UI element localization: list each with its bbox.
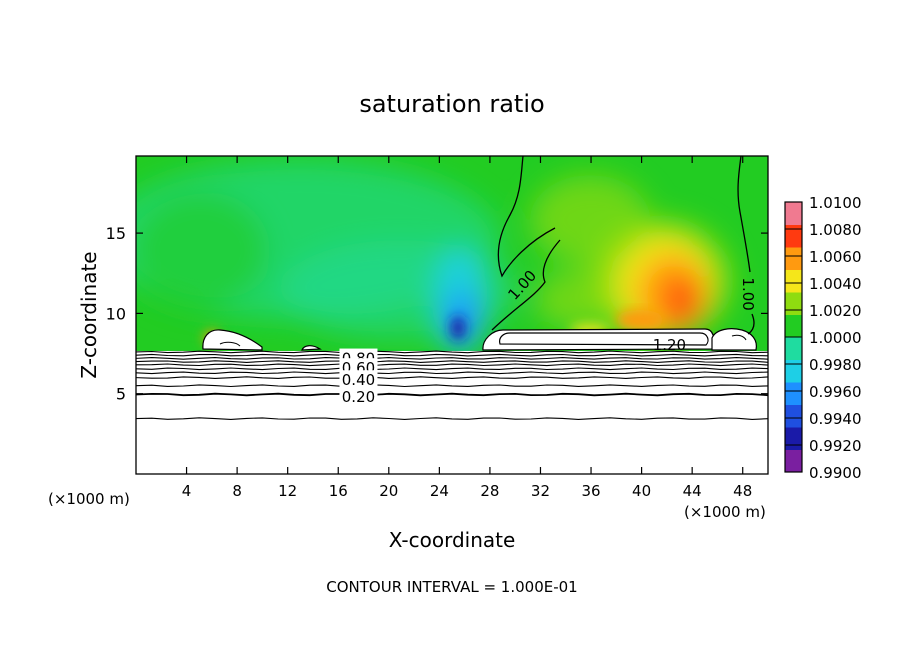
x-axis-ticks: 4 8 12 16 20 24 28 32 36 40 44 48 bbox=[182, 156, 752, 500]
colorbar-label: 1.0000 bbox=[809, 329, 862, 347]
colorbar-swatch bbox=[785, 247, 802, 270]
contour-labels: 1.001.001.200.800.600.400.20 bbox=[339, 267, 757, 406]
colorbar-label: 0.9960 bbox=[809, 383, 862, 401]
chart-title: saturation ratio bbox=[359, 90, 544, 118]
contour-label: 0.40 bbox=[339, 370, 378, 389]
colorbar-label: 1.0040 bbox=[809, 275, 862, 293]
y-tick-label: 5 bbox=[116, 385, 126, 404]
x-tick-label: 4 bbox=[182, 482, 192, 500]
y-tick-label: 10 bbox=[106, 304, 126, 323]
x-tick-label: 12 bbox=[278, 482, 297, 500]
x-tick-label: 20 bbox=[379, 482, 398, 500]
colorbar-swatch bbox=[785, 202, 802, 225]
contour-line-horizontal bbox=[136, 417, 768, 420]
colorbar-swatch bbox=[785, 292, 802, 315]
contour-label-text: 1.20 bbox=[653, 336, 686, 354]
x-tick-label: 48 bbox=[733, 482, 752, 500]
y-axis-ticks: 5 10 15 bbox=[106, 224, 768, 404]
contour-label-text: 1.00 bbox=[739, 277, 757, 310]
x-tick-label: 28 bbox=[480, 482, 499, 500]
x-tick-label: 32 bbox=[531, 482, 550, 500]
contour-line-horizontal bbox=[136, 363, 768, 367]
contour-line-1-00-right bbox=[737, 156, 755, 335]
x-axis-unit-left: (×1000 m) bbox=[48, 490, 130, 508]
colorbar-swatch bbox=[785, 449, 802, 473]
contour-line-horizontal bbox=[136, 353, 768, 357]
x-tick-label: 40 bbox=[632, 482, 651, 500]
contour-hlines bbox=[136, 350, 768, 420]
y-axis-label: Z-coordinate bbox=[77, 251, 101, 378]
colorbar-swatch bbox=[785, 337, 802, 360]
x-tick-label: 8 bbox=[232, 482, 242, 500]
colorbar-labels: 1.0100 1.0080 1.0060 1.0040 1.0020 1.0000 0.99… bbox=[785, 194, 862, 482]
colorbar-swatch bbox=[785, 269, 802, 293]
x-tick-label: 16 bbox=[329, 482, 348, 500]
contour-interval-footer: CONTOUR INTERVAL = 1.000E-01 bbox=[326, 578, 577, 596]
colorbar-swatch bbox=[785, 427, 802, 450]
cloud-regions bbox=[202, 328, 757, 351]
x-tick-label: 44 bbox=[683, 482, 702, 500]
plot-frame bbox=[135, 155, 769, 475]
contour-lines bbox=[491, 156, 755, 335]
colorbar-label: 0.9940 bbox=[809, 410, 862, 428]
x-tick-label: 36 bbox=[581, 482, 600, 500]
contour-label-bg bbox=[339, 387, 378, 405]
contour-line-horizontal bbox=[136, 371, 768, 375]
colorbar bbox=[784, 201, 803, 473]
contour-label-bg bbox=[339, 370, 378, 388]
colorbar-swatch bbox=[785, 382, 802, 405]
colorbar-swatch bbox=[785, 404, 802, 428]
contour-line-horizontal bbox=[136, 384, 768, 388]
contour-label: 1.20 bbox=[653, 336, 686, 354]
colorbar-swatch bbox=[785, 359, 802, 383]
colorbar-label: 1.0020 bbox=[809, 302, 862, 320]
contour-label: 0.20 bbox=[339, 387, 378, 406]
contour-label: 1.00 bbox=[739, 277, 757, 310]
x-axis-label: X-coordinate bbox=[389, 528, 516, 552]
y-tick-label: 15 bbox=[106, 224, 126, 243]
contour-line-horizontal bbox=[136, 392, 768, 397]
x-tick-label: 24 bbox=[430, 482, 449, 500]
colorbar-label: 1.0080 bbox=[809, 221, 862, 239]
x-axis-unit-right: (×1000 m) bbox=[684, 503, 766, 521]
contour-line-horizontal bbox=[136, 357, 768, 360]
contour-label-text: 0.20 bbox=[342, 388, 375, 406]
colorbar-label: 1.0100 bbox=[809, 194, 862, 212]
contour-line-horizontal bbox=[136, 350, 768, 354]
contour-line-horizontal bbox=[136, 360, 768, 363]
colorbar-label: 1.0060 bbox=[809, 248, 862, 266]
cloud-inner-marks bbox=[219, 334, 747, 347]
colorbar-label: 0.9900 bbox=[809, 464, 862, 482]
field-lower bbox=[136, 351, 768, 474]
plot-area bbox=[136, 156, 768, 474]
contour-line-horizontal bbox=[136, 367, 768, 371]
field-upper bbox=[136, 160, 730, 355]
colorbar-swatch bbox=[785, 314, 802, 338]
colorbar-label: 0.9920 bbox=[809, 437, 862, 455]
contour-line-horizontal bbox=[136, 376, 768, 379]
colorbar-swatch bbox=[785, 224, 802, 248]
contour-label-text: 0.40 bbox=[342, 371, 375, 389]
contour-line-1-00-left bbox=[491, 156, 561, 331]
colorbar-label: 0.9980 bbox=[809, 356, 862, 374]
